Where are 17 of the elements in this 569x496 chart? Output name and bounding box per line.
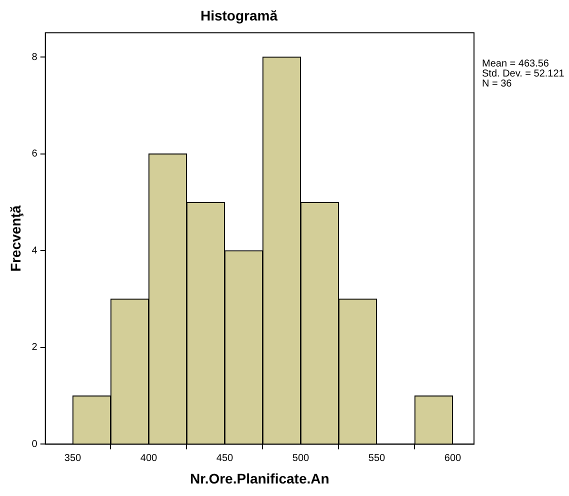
x-tick-label: 450	[216, 452, 234, 464]
y-tick-label: 2	[32, 342, 38, 354]
chart-title: Histogramă	[200, 7, 278, 24]
y-tick-label: 4	[32, 245, 38, 256]
text: Mean = 463.56	[482, 58, 550, 70]
x-tick-label: 550	[368, 452, 386, 464]
y-tick-label: 0	[32, 438, 38, 450]
y-tick-label: 8	[32, 52, 38, 63]
text: Std. Dev. = 52.121	[482, 68, 565, 80]
x-tick-label: 400	[140, 452, 158, 464]
text: N = 36	[482, 78, 512, 90]
x-tick-label: 350	[64, 452, 82, 464]
y-tick-label: 6	[32, 148, 38, 160]
y-axis-title: Frecvenţă	[7, 205, 24, 272]
x-tick-label: 500	[292, 452, 310, 464]
x-tick-label: 600	[444, 452, 462, 464]
x-axis-title: Nr.Ore.Planificate.An	[190, 470, 330, 486]
